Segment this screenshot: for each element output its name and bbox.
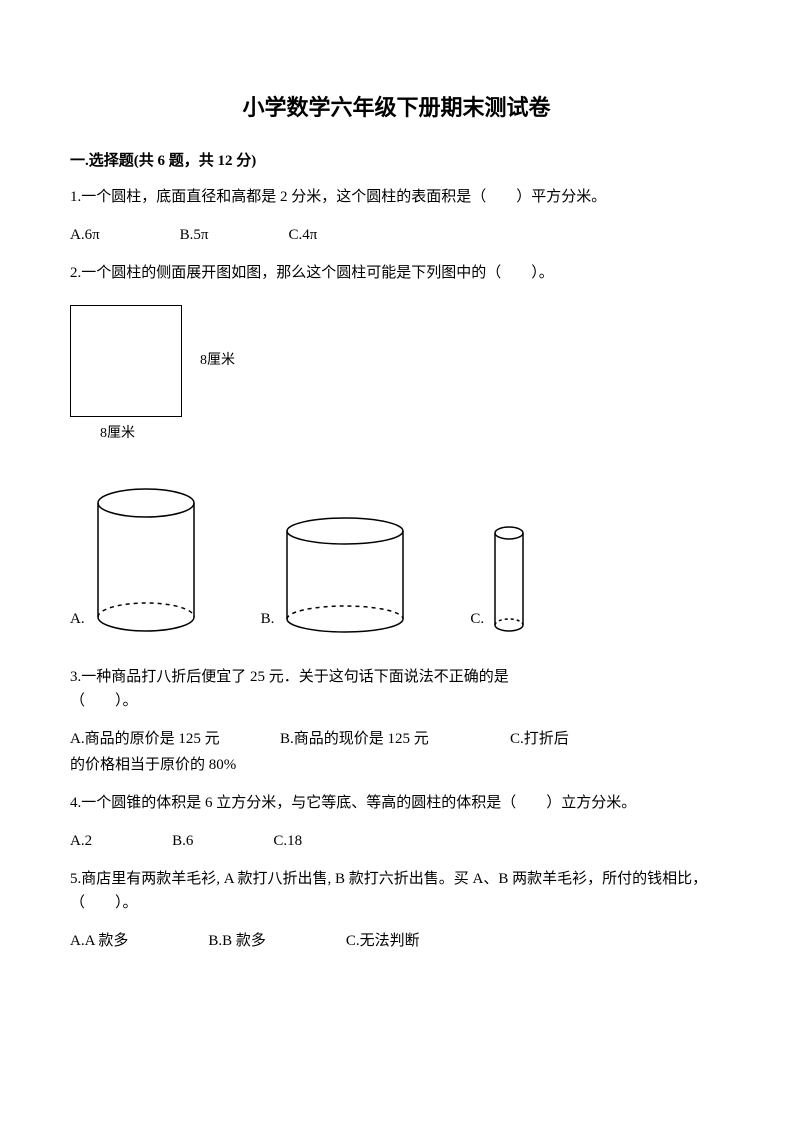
page-root: 小学数学六年级下册期末测试卷 一.选择题(共 6 题，共 12 分) 1.一个圆… bbox=[0, 0, 793, 1122]
q2-option-a-label: A. bbox=[70, 607, 85, 631]
q3-option-c-part2: 的价格相当于原价的 80% bbox=[70, 753, 723, 777]
q2-square-label-right: 8厘米 bbox=[200, 350, 235, 372]
question-4: 4.一个圆锥的体积是 6 立方分米，与它等底、等高的圆柱的体积是（ ）立方分米。 bbox=[70, 791, 723, 815]
q1-option-b: B.5π bbox=[180, 223, 209, 247]
q5-option-c: C.无法判断 bbox=[346, 929, 420, 953]
q3-option-a: A.商品的原价是 125 元 bbox=[70, 727, 280, 751]
question-1-text: 1.一个圆柱，底面直径和高都是 2 分米，这个圆柱的表面积是（ ）平方分米。 bbox=[70, 189, 606, 205]
q2-square-box bbox=[70, 305, 182, 417]
q4-option-c: C.18 bbox=[273, 829, 302, 853]
q2-option-c-label: C. bbox=[470, 607, 484, 631]
q3-option-b: B.商品的现价是 125 元 bbox=[280, 727, 510, 751]
question-1: 1.一个圆柱，底面直径和高都是 2 分米，这个圆柱的表面积是（ ）平方分米。 bbox=[70, 185, 723, 209]
q2-option-b-label: B. bbox=[261, 607, 275, 631]
q2-square-figure: 8厘米 8厘米 bbox=[70, 305, 723, 445]
cylinder-a-icon bbox=[91, 485, 201, 635]
question-3: 3.一种商品打八折后便宜了 25 元．关于这句话下面说法不正确的是 （ ）。 bbox=[70, 665, 723, 713]
q1-option-a: A.6π bbox=[70, 223, 100, 247]
question-3-text-line1: 3.一种商品打八折后便宜了 25 元．关于这句话下面说法不正确的是 bbox=[70, 665, 723, 689]
question-4-options: A.2 B.6 C.18 bbox=[70, 829, 723, 853]
q1-option-c: C.4π bbox=[288, 223, 317, 247]
question-2: 2.一个圆柱的侧面展开图如图，那么这个圆柱可能是下列图中的（ ）。 bbox=[70, 261, 723, 285]
question-1-options: A.6π B.5π C.4π bbox=[70, 223, 723, 247]
question-5: 5.商店里有两款羊毛衫, A 款打八折出售, B 款打六折出售。买 A、B 两款… bbox=[70, 867, 723, 915]
question-4-text: 4.一个圆锥的体积是 6 立方分米，与它等底、等高的圆柱的体积是（ ）立方分米。 bbox=[70, 795, 636, 811]
cylinder-b-icon bbox=[280, 515, 410, 635]
q2-cylinder-row: A. B. C. bbox=[70, 475, 723, 635]
q4-option-a: A.2 bbox=[70, 829, 92, 853]
question-5-text: 5.商店里有两款羊毛衫, A 款打八折出售, B 款打六折出售。买 A、B 两款… bbox=[70, 871, 707, 911]
question-3-options: A.商品的原价是 125 元 B.商品的现价是 125 元 C.打折后 的价格相… bbox=[70, 727, 723, 777]
page-title: 小学数学六年级下册期末测试卷 bbox=[70, 90, 723, 125]
question-2-text: 2.一个圆柱的侧面展开图如图，那么这个圆柱可能是下列图中的（ ）。 bbox=[70, 265, 554, 281]
cylinder-c-icon bbox=[490, 525, 528, 635]
question-5-options: A.A 款多 B.B 款多 C.无法判断 bbox=[70, 929, 723, 953]
question-3-text-line2: （ ）。 bbox=[70, 689, 723, 713]
section-1-header: 一.选择题(共 6 题，共 12 分) bbox=[70, 149, 723, 173]
q4-option-b: B.6 bbox=[172, 829, 193, 853]
q3-option-c-part1: C.打折后 bbox=[510, 727, 569, 751]
q5-option-a: A.A 款多 bbox=[70, 929, 128, 953]
q2-square-label-bottom: 8厘米 bbox=[100, 423, 135, 445]
q5-option-b: B.B 款多 bbox=[208, 929, 266, 953]
